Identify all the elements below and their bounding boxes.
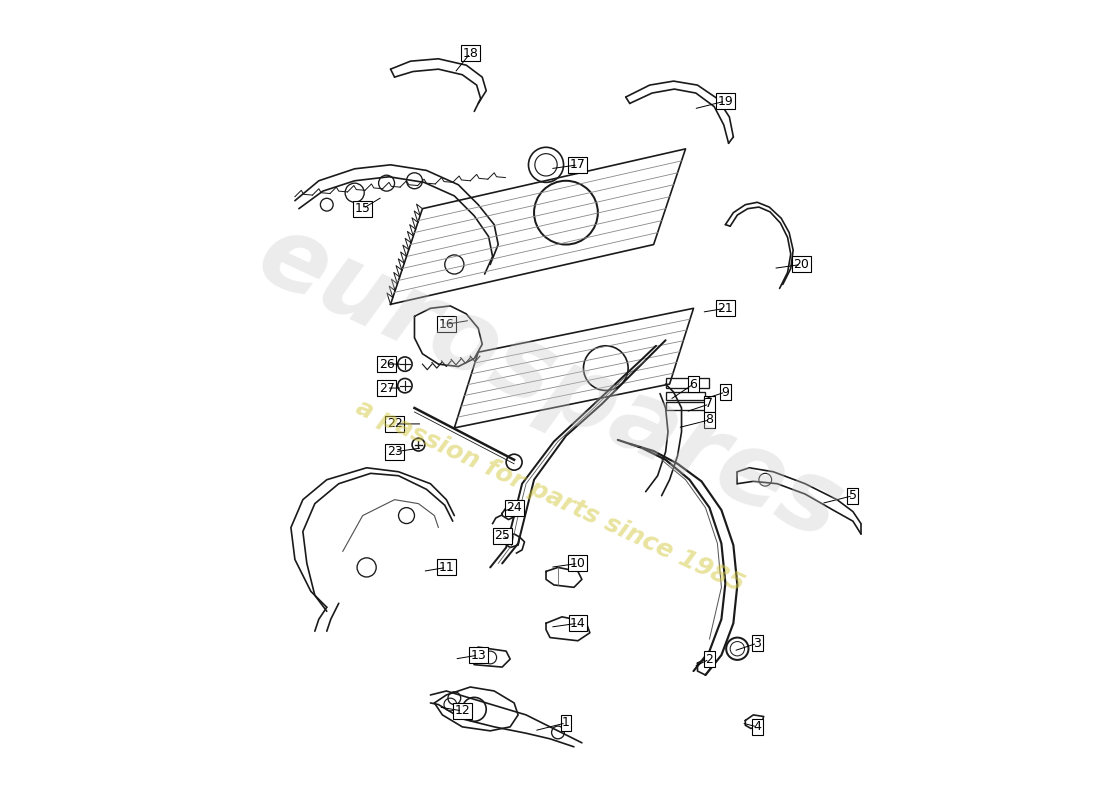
- Text: 9: 9: [722, 386, 729, 398]
- Text: 8: 8: [705, 414, 714, 426]
- Text: 5: 5: [849, 489, 857, 502]
- Text: 25: 25: [494, 529, 510, 542]
- Text: 19: 19: [717, 94, 734, 107]
- Text: 12: 12: [454, 705, 470, 718]
- Text: 13: 13: [471, 649, 486, 662]
- Text: 1: 1: [562, 716, 570, 730]
- Circle shape: [398, 378, 412, 393]
- Circle shape: [398, 357, 412, 371]
- Text: 20: 20: [793, 258, 810, 271]
- Circle shape: [412, 438, 425, 451]
- Text: 15: 15: [354, 202, 371, 215]
- Text: 3: 3: [754, 637, 761, 650]
- Text: 27: 27: [378, 382, 395, 394]
- Text: eurospares: eurospares: [243, 206, 857, 562]
- Text: 11: 11: [439, 561, 454, 574]
- Text: 16: 16: [439, 318, 454, 330]
- Text: a passion for parts since 1985: a passion for parts since 1985: [352, 395, 748, 597]
- Text: 18: 18: [462, 46, 478, 60]
- Text: 26: 26: [378, 358, 395, 370]
- Text: 17: 17: [570, 158, 586, 171]
- Text: 4: 4: [754, 720, 761, 734]
- Text: 22: 22: [387, 418, 403, 430]
- Text: 10: 10: [570, 557, 586, 570]
- Text: 24: 24: [506, 501, 522, 514]
- Text: 2: 2: [705, 653, 714, 666]
- Text: 21: 21: [717, 302, 734, 315]
- Text: 14: 14: [570, 617, 586, 630]
- Text: 7: 7: [705, 398, 714, 410]
- Text: 6: 6: [690, 378, 697, 390]
- Text: 23: 23: [387, 446, 403, 458]
